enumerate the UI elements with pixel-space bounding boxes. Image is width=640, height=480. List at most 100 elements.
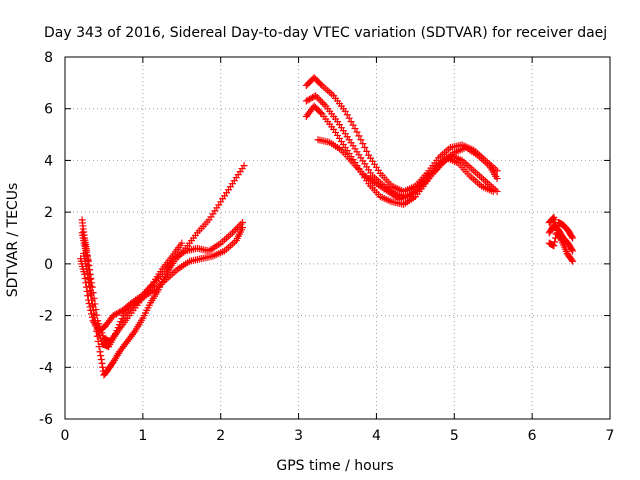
- data-point: [116, 321, 123, 329]
- data-point: [117, 318, 125, 326]
- data-point: [145, 284, 153, 292]
- data-point: [228, 229, 236, 237]
- data-point: [363, 147, 371, 155]
- y-axis-tick-labels: -6 -4 -2 0 2 4 6 8: [39, 50, 53, 428]
- x-tick-label: 2: [216, 428, 225, 444]
- series-track-b4: [314, 136, 497, 203]
- data-point: [112, 310, 120, 318]
- x-tick-label: 5: [450, 428, 459, 444]
- data-point: [130, 329, 138, 337]
- data-point: [87, 291, 95, 299]
- data-point: [113, 327, 121, 335]
- plot-frame: [64, 56, 611, 420]
- data-point: [552, 230, 560, 238]
- data-point: [85, 300, 93, 308]
- data-point: [80, 270, 88, 278]
- data-point: [489, 187, 497, 195]
- data-point: [313, 94, 321, 102]
- data-point: [307, 94, 315, 102]
- x-tick-label: 4: [372, 428, 381, 444]
- data-point: [88, 313, 96, 321]
- data-point: [569, 257, 577, 265]
- x-axis-label: GPS time / hours: [276, 458, 393, 474]
- data-point: [96, 334, 104, 342]
- data-point: [318, 99, 326, 107]
- data-point: [96, 348, 104, 356]
- data-point: [569, 247, 577, 255]
- y-tick-label: -6: [39, 412, 53, 428]
- series-track-a4: [77, 239, 186, 335]
- data-point: [552, 234, 559, 242]
- y-tick-label: -2: [39, 309, 53, 325]
- data-point: [315, 95, 323, 103]
- data-point: [83, 269, 91, 277]
- series-track-a1: [78, 162, 248, 379]
- axis-ticks: [64, 56, 611, 420]
- data-point: [359, 140, 367, 148]
- data-point: [357, 136, 365, 144]
- y-tick-label: 4: [44, 153, 53, 169]
- data-point: [549, 214, 557, 222]
- data-point: [305, 95, 313, 103]
- data-point: [85, 278, 93, 286]
- data-point: [83, 287, 91, 295]
- series-track-c3: [545, 218, 577, 250]
- data-point: [353, 128, 361, 136]
- data-point: [114, 309, 122, 317]
- chart-title: Day 343 of 2016, Sidereal Day-to-day VTE…: [44, 25, 607, 41]
- data-point: [568, 246, 576, 254]
- plot-area: [77, 74, 577, 379]
- data-point: [97, 356, 105, 364]
- series-track-b1: [302, 74, 501, 195]
- x-tick-label: 7: [606, 428, 615, 444]
- data-point: [84, 292, 92, 300]
- data-point: [553, 226, 561, 234]
- data-point: [568, 256, 576, 264]
- data-point: [230, 227, 238, 235]
- data-point: [310, 93, 318, 101]
- series-track-a3: [80, 224, 247, 351]
- y-tick-label: 2: [44, 205, 53, 221]
- data-point: [85, 282, 93, 290]
- data-point: [317, 97, 325, 105]
- data-point: [304, 96, 312, 104]
- x-tick-label: 1: [138, 428, 147, 444]
- data-point: [237, 220, 245, 228]
- data-point: [493, 175, 501, 183]
- data-point: [144, 286, 152, 294]
- x-tick-label: 6: [528, 428, 537, 444]
- data-point: [302, 97, 310, 105]
- data-point: [139, 291, 147, 299]
- y-tick-label: -4: [39, 360, 53, 376]
- data-point: [84, 296, 92, 304]
- data-point: [568, 233, 576, 241]
- data-point: [320, 100, 328, 108]
- data-point: [119, 312, 127, 320]
- data-point: [317, 109, 325, 117]
- data-point: [116, 308, 123, 316]
- data-point: [142, 287, 150, 295]
- y-tick-label: 6: [44, 102, 53, 118]
- data-point: [109, 312, 117, 320]
- x-axis-tick-labels: 0 1 2 3 4 5 6 7: [61, 428, 615, 444]
- data-point: [140, 289, 148, 297]
- data-point: [82, 283, 90, 291]
- data-point: [361, 144, 369, 151]
- data-point: [86, 303, 94, 311]
- data-point: [240, 162, 248, 170]
- data-point: [112, 330, 120, 338]
- data-point: [86, 287, 94, 295]
- data-point: [355, 132, 363, 140]
- data-point: [550, 242, 558, 250]
- data-point: [178, 239, 186, 247]
- data-point: [81, 275, 89, 283]
- y-tick-label: 8: [44, 50, 53, 66]
- y-tick-label: 0: [44, 257, 53, 273]
- data-point: [87, 310, 95, 318]
- y-axis-label: SDTVAR / TECUs: [5, 183, 21, 298]
- data-point: [84, 274, 92, 282]
- grid: [65, 57, 610, 419]
- data-point: [98, 359, 106, 367]
- data-point: [569, 234, 577, 242]
